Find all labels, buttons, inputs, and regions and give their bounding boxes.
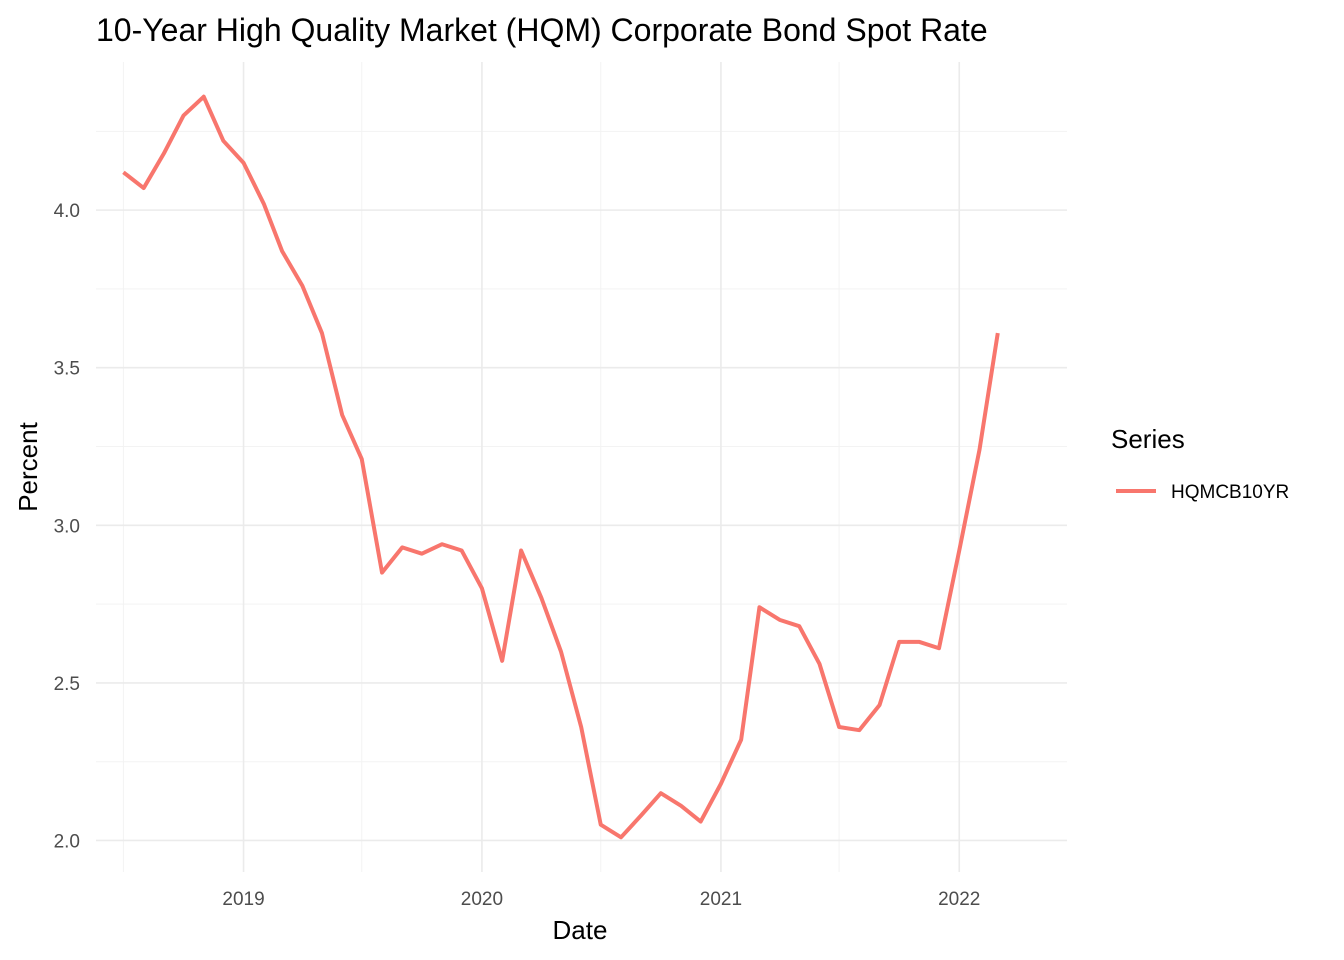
major-gridlines — [96, 62, 1067, 872]
x-tick-label: 2021 — [700, 889, 742, 910]
legend-label: HQMCB10YR — [1171, 482, 1289, 503]
x-tick-label: 2019 — [222, 889, 264, 910]
y-tick-label: 2.5 — [54, 674, 80, 695]
y-axis-title: Percent — [13, 421, 43, 511]
y-tick-label: 2.0 — [54, 831, 80, 852]
series-line-hqmcb10yr — [122, 94, 1000, 840]
series-layer — [122, 94, 1000, 840]
y-axis-ticks: 2.0 2.5 3.0 3.5 4.0 — [54, 201, 80, 852]
x-tick-label: 2020 — [461, 889, 503, 910]
x-axis-ticks: 2019 2020 2021 2022 — [222, 889, 980, 910]
legend: Series HQMCB10YR — [1111, 424, 1289, 503]
y-tick-label: 4.0 — [54, 201, 80, 222]
y-tick-label: 3.0 — [54, 516, 80, 537]
x-axis-title: Date — [553, 915, 608, 945]
y-tick-label: 3.5 — [54, 359, 80, 380]
x-tick-label: 2022 — [938, 889, 980, 910]
legend-title: Series — [1111, 424, 1185, 454]
chart-title: 10-Year High Quality Market (HQM) Corpor… — [96, 12, 988, 48]
minor-gridlines — [96, 62, 1067, 872]
